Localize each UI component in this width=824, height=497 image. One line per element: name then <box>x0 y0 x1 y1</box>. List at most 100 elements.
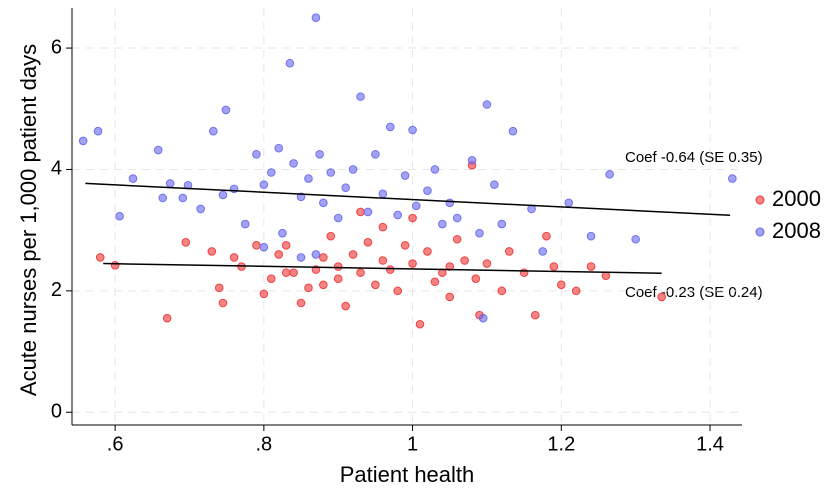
y-tick-label: 6 <box>51 36 62 58</box>
point <box>728 174 737 183</box>
point <box>460 256 469 265</box>
point <box>393 210 403 220</box>
x-axis-label: Patient health <box>340 462 475 487</box>
point <box>657 292 666 302</box>
point <box>128 174 138 183</box>
point <box>378 222 388 232</box>
point <box>93 126 103 136</box>
point <box>478 313 488 323</box>
point <box>471 274 481 284</box>
point <box>363 237 373 247</box>
x-tick-label: .8 <box>256 433 273 455</box>
x-tick-label: 1.2 <box>547 433 575 455</box>
point <box>385 265 395 274</box>
point <box>278 228 287 238</box>
point <box>542 231 551 241</box>
point <box>252 241 261 250</box>
point <box>504 247 514 256</box>
legend-label: 2008 <box>772 218 821 243</box>
fit-line <box>85 182 731 217</box>
point <box>158 193 168 203</box>
legend-marker <box>755 227 765 237</box>
point <box>162 313 172 323</box>
point <box>538 247 548 256</box>
point <box>252 149 261 159</box>
point <box>363 207 373 217</box>
point <box>341 183 350 192</box>
point <box>319 253 328 262</box>
y-tick-label: 0 <box>51 401 62 423</box>
point <box>341 301 350 311</box>
y-axis-label: Acute nurses per 1,000 patient days <box>16 44 41 396</box>
point <box>266 274 276 284</box>
point <box>95 253 105 262</box>
point <box>289 268 298 277</box>
point <box>296 253 306 262</box>
point <box>438 219 447 229</box>
point <box>348 250 358 259</box>
point <box>289 159 298 168</box>
point <box>411 201 421 211</box>
point <box>178 193 188 203</box>
point <box>285 58 295 68</box>
point <box>571 286 581 296</box>
point <box>356 268 365 277</box>
point <box>586 231 596 241</box>
point <box>408 259 417 268</box>
legend-marker <box>755 195 765 205</box>
annotation: Coef -0.64 (SE 0.35) <box>625 149 763 166</box>
point <box>281 241 291 250</box>
point <box>266 168 276 177</box>
point <box>296 298 306 308</box>
point <box>400 171 410 180</box>
point <box>274 250 284 259</box>
x-tick-label: .6 <box>107 433 124 455</box>
point <box>393 286 403 296</box>
point <box>115 211 124 221</box>
point <box>304 283 313 293</box>
point <box>445 262 455 271</box>
point <box>311 13 321 23</box>
legend-label: 2000 <box>772 186 821 211</box>
point <box>482 259 492 268</box>
point <box>467 156 477 165</box>
point <box>208 126 218 136</box>
point <box>408 213 417 223</box>
point <box>218 190 228 200</box>
point <box>452 213 462 223</box>
point <box>259 180 269 189</box>
point <box>348 165 358 174</box>
point <box>385 122 395 132</box>
point <box>423 247 432 256</box>
point <box>423 186 432 196</box>
point <box>430 165 440 174</box>
point <box>281 268 291 277</box>
point <box>229 253 239 262</box>
point <box>530 310 540 320</box>
y-tick-label: 2 <box>51 279 62 301</box>
point <box>605 170 614 179</box>
point <box>408 125 417 135</box>
point <box>207 247 217 256</box>
point <box>371 280 380 290</box>
point <box>218 298 228 308</box>
point <box>378 256 388 265</box>
point <box>315 149 324 159</box>
annotation: Coef -0.23 (SE 0.24) <box>625 284 763 301</box>
point <box>430 277 440 287</box>
point <box>311 250 321 259</box>
point <box>240 219 250 229</box>
point <box>631 234 640 244</box>
point <box>153 145 163 155</box>
point <box>319 198 328 208</box>
point <box>564 198 574 208</box>
point <box>78 136 88 146</box>
point <box>586 262 596 271</box>
point <box>110 261 120 270</box>
point <box>221 105 231 115</box>
point <box>333 213 343 223</box>
point <box>508 126 518 136</box>
point <box>196 204 205 214</box>
point <box>371 149 380 159</box>
